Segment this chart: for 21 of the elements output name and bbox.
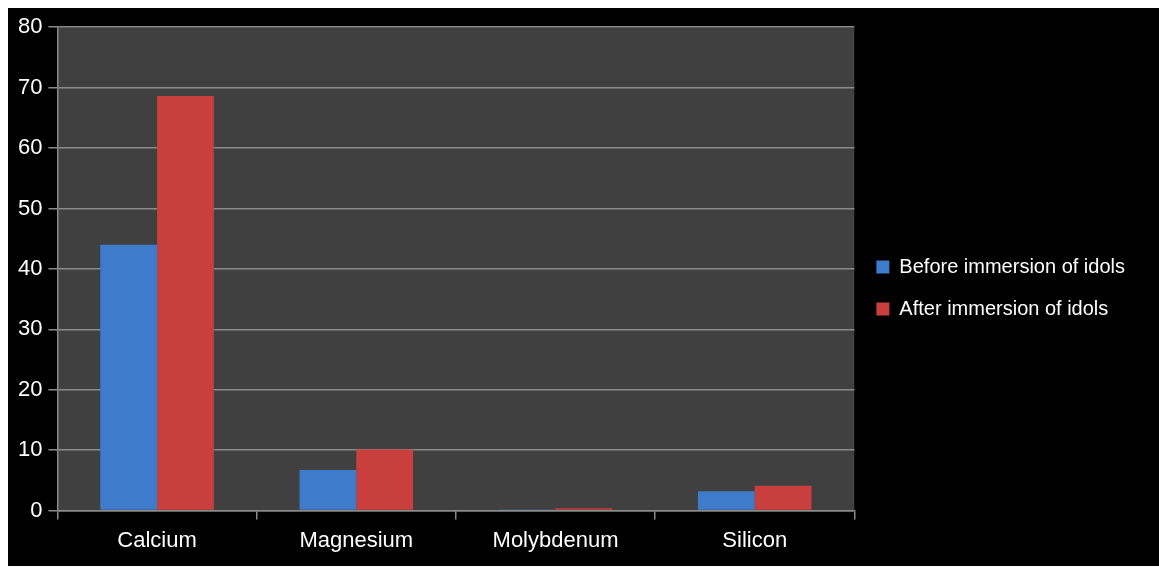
x-tick-label: Silicon — [722, 526, 788, 552]
y-tick-label: 10 — [17, 436, 43, 462]
y-tick-label: 60 — [17, 134, 43, 160]
legend-label: Before immersion of idols — [899, 254, 1126, 277]
bar — [100, 244, 158, 510]
y-tick-label: 70 — [17, 73, 43, 99]
bar — [697, 491, 755, 510]
y-tick-label: 30 — [17, 315, 43, 341]
y-tick-label: 0 — [30, 496, 43, 522]
x-tick-label: Magnesium — [299, 526, 414, 552]
y-tick-label: 40 — [17, 254, 43, 280]
y-tick-label: 50 — [17, 194, 43, 220]
bar — [157, 96, 214, 510]
x-tick-label: Calcium — [117, 526, 197, 552]
bar — [299, 470, 357, 510]
y-tick-label: 20 — [17, 375, 43, 401]
bar — [356, 449, 414, 510]
legend-label: After immersion of idols — [899, 296, 1109, 319]
bar — [754, 485, 812, 510]
x-tick-label: Molybdenum — [492, 526, 619, 552]
y-tick-label: 80 — [17, 13, 43, 39]
